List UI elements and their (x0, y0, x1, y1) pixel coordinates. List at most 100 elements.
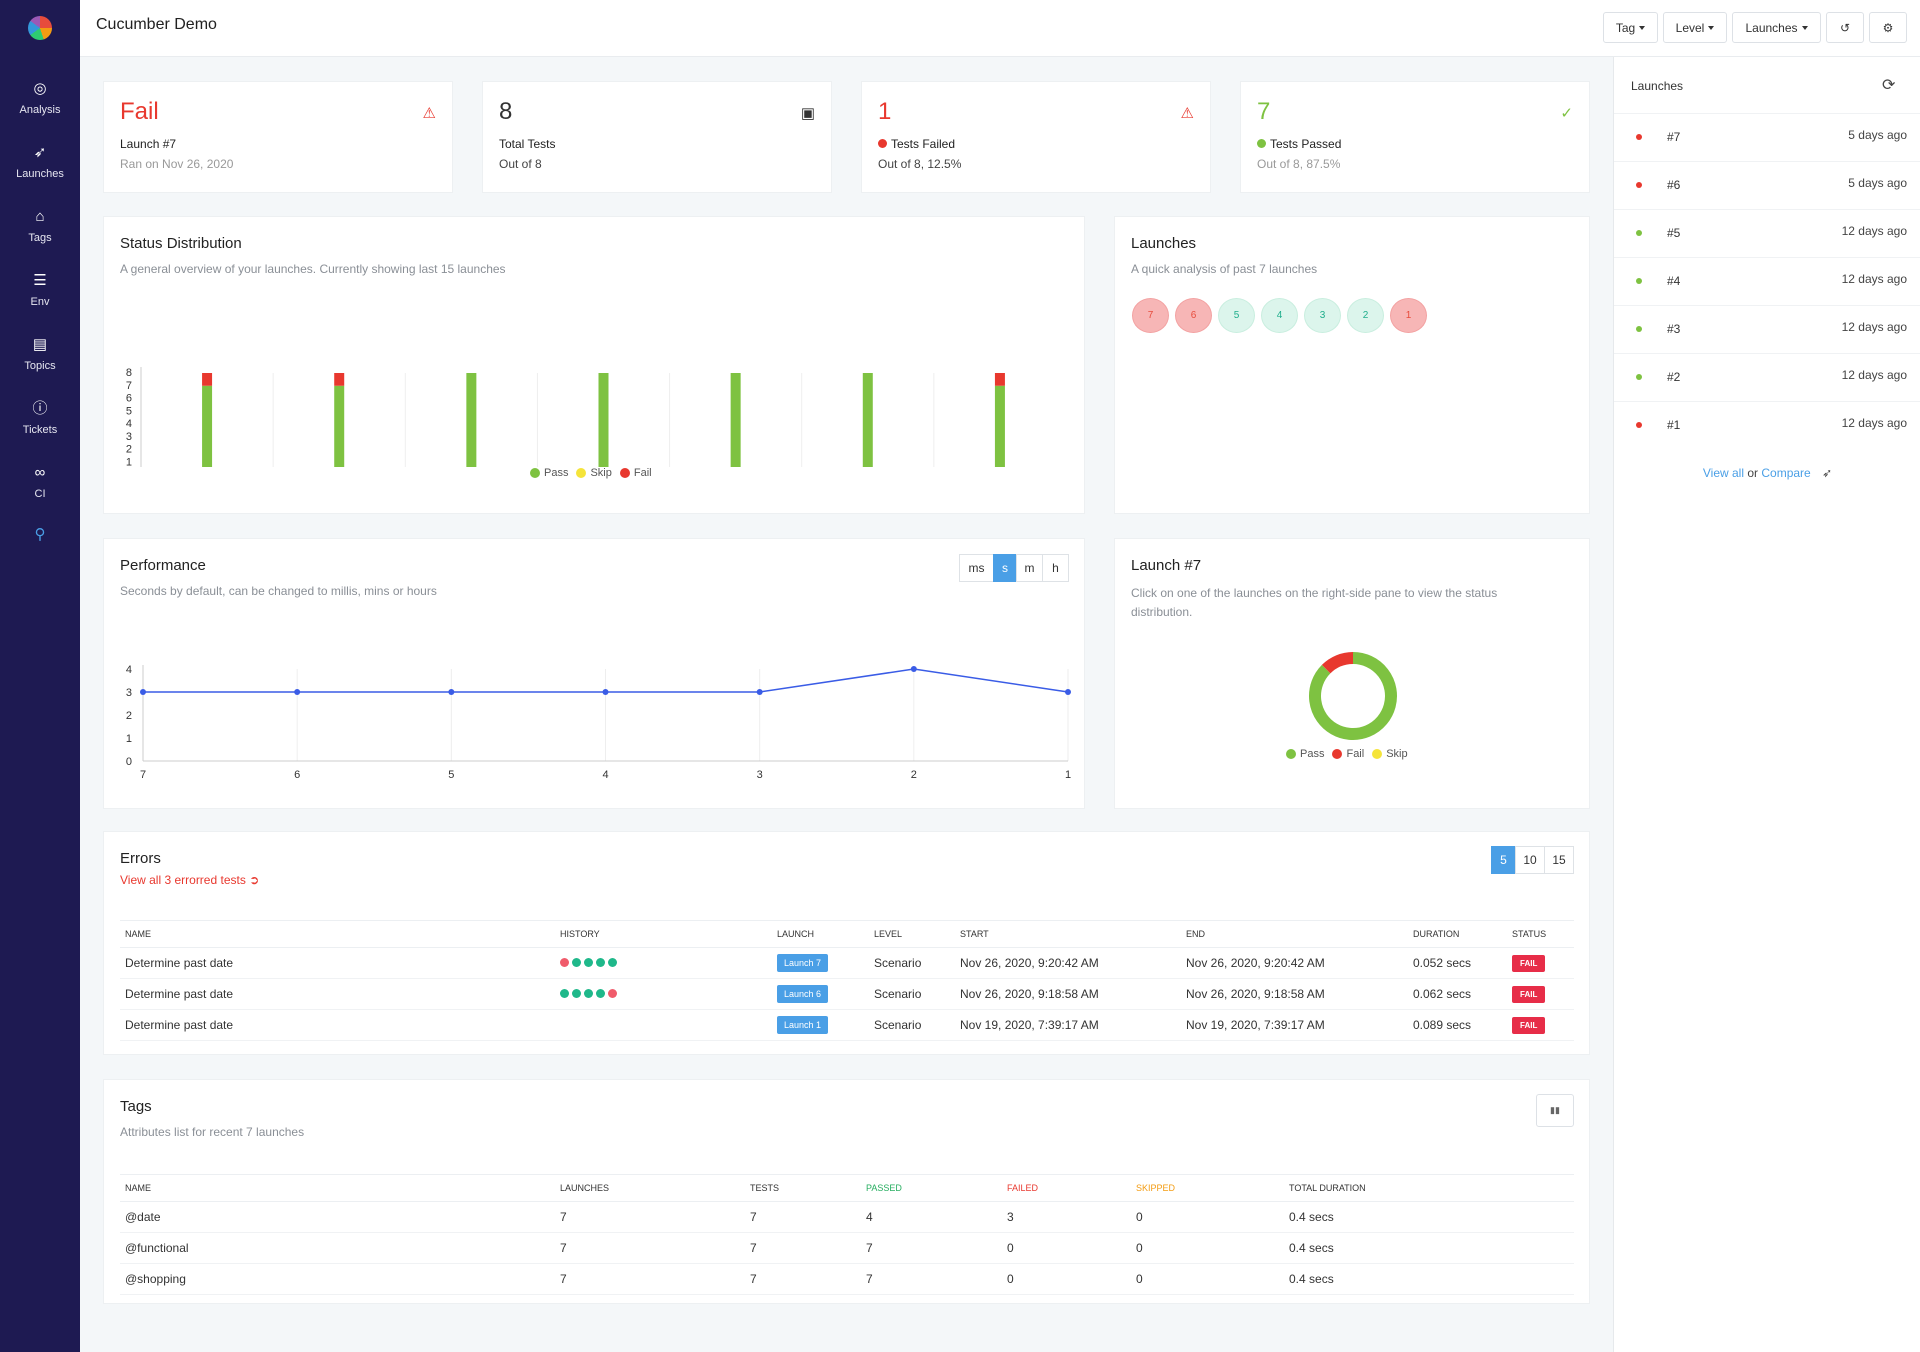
col-launch[interactable]: Launch (772, 920, 869, 948)
launch-list-item[interactable]: #6 5 days ago (1614, 161, 1920, 209)
sidebar-item-tickets[interactable]: ⓘ Tickets (0, 400, 80, 436)
settings-button[interactable]: ⚙ (1869, 12, 1907, 43)
unit-h[interactable]: h (1042, 554, 1069, 582)
view-all-launches-link[interactable]: View all (1702, 466, 1744, 480)
donut-slice-fail[interactable] (1321, 652, 1354, 674)
col-start[interactable]: Start (955, 920, 1181, 948)
launch-pill[interactable]: 3 (1304, 298, 1341, 333)
sidebar-item-tags[interactable]: ⌂ Tags (0, 208, 80, 244)
unit-m[interactable]: m (1016, 554, 1043, 582)
legend-skip[interactable]: Skip (576, 467, 612, 479)
bar-pass[interactable] (994, 385, 1005, 467)
col-name[interactable]: Name (120, 920, 555, 948)
history-dot[interactable] (572, 958, 581, 967)
donut-slice-pass[interactable] (1309, 652, 1397, 740)
col-total-duration[interactable]: Total Duration (1284, 1174, 1574, 1202)
launch-badge[interactable]: Launch 7 (777, 954, 829, 972)
performance-point[interactable] (910, 666, 917, 672)
col-launches[interactable]: Launches (555, 1174, 745, 1202)
sidebar-item-launches[interactable]: ➶ Launches (0, 144, 80, 180)
history-dot[interactable] (584, 989, 593, 998)
unit-ms[interactable]: ms (959, 554, 994, 582)
bar-pass[interactable] (202, 385, 213, 467)
legend-skip[interactable]: Skip (1372, 748, 1408, 760)
sidebar-item-env[interactable]: ☰ Env (0, 272, 80, 308)
view-all-errors-link[interactable]: View all 3 errorred tests ➲ (120, 873, 260, 887)
launch-list-item[interactable]: #1 12 days ago (1614, 401, 1920, 449)
bar-pass[interactable] (730, 373, 741, 467)
col-status[interactable]: Status (1507, 920, 1574, 948)
y-tick-label: 7 (126, 380, 132, 392)
col-skipped[interactable]: Skipped (1131, 1174, 1284, 1202)
performance-point[interactable] (448, 689, 455, 695)
history-dot[interactable] (596, 958, 605, 967)
performance-point[interactable] (140, 689, 146, 695)
history-dot[interactable] (596, 989, 605, 998)
launch-pill[interactable]: 7 (1132, 298, 1169, 333)
launch-pill[interactable]: 1 (1390, 298, 1427, 333)
col-tests[interactable]: Tests (745, 1174, 861, 1202)
history-dot[interactable] (572, 989, 581, 998)
col-passed[interactable]: Passed (861, 1174, 1002, 1202)
legend-pass[interactable]: Pass (1286, 748, 1324, 760)
page-size-10[interactable]: 10 (1515, 846, 1545, 874)
launches-dropdown[interactable]: Launches (1732, 12, 1821, 43)
history-button[interactable]: ↺ (1826, 12, 1864, 43)
history-dot[interactable] (608, 989, 617, 998)
col-duration[interactable]: Duration (1408, 920, 1507, 948)
performance-point[interactable] (756, 689, 763, 695)
table-row[interactable]: Determine past date Launch 6 Scenario Nov 2… (120, 978, 1574, 1010)
sidebar-search[interactable]: ⚲ (0, 526, 80, 550)
sidebar-item-analysis[interactable]: ◎ Analysis (0, 80, 80, 116)
performance-point[interactable] (1065, 689, 1071, 695)
history-dot[interactable] (560, 989, 569, 998)
table-row[interactable]: Determine past date Launch 7 Scenario Nov 2… (120, 947, 1574, 979)
launch-badge[interactable]: Launch 1 (777, 1016, 829, 1034)
legend-pass[interactable]: Pass (530, 467, 568, 479)
bar-pass[interactable] (334, 385, 345, 467)
unit-s[interactable]: s (993, 554, 1017, 582)
col-end[interactable]: End (1181, 920, 1408, 948)
table-row[interactable]: @date 7 7 4 3 0 0.4 secs (120, 1201, 1574, 1233)
history-dot[interactable] (608, 958, 617, 967)
table-row[interactable]: Determine past date Launch 1 Scenario Nov 1… (120, 1009, 1574, 1041)
app-logo[interactable] (28, 16, 52, 40)
col-failed[interactable]: Failed (1002, 1174, 1131, 1202)
col-level[interactable]: Level (869, 920, 955, 948)
launch-pill[interactable]: 6 (1175, 298, 1212, 333)
tag-dropdown[interactable]: Tag (1603, 12, 1658, 43)
launch-list-item[interactable]: #4 12 days ago (1614, 257, 1920, 305)
launch-list-item[interactable]: #2 12 days ago (1614, 353, 1920, 401)
bar-fail[interactable] (202, 373, 213, 386)
launch-pill[interactable]: 2 (1347, 298, 1384, 333)
tags-chart-toggle-button[interactable]: ▮▮ (1536, 1094, 1574, 1127)
status-dot (1636, 134, 1642, 140)
launch-pill[interactable]: 4 (1261, 298, 1298, 333)
legend-fail[interactable]: Fail (1332, 748, 1364, 760)
history-dot[interactable] (584, 958, 593, 967)
launch-list-item[interactable]: #7 5 days ago (1614, 113, 1920, 161)
performance-point[interactable] (294, 689, 301, 695)
bar-pass[interactable] (466, 373, 477, 467)
table-row[interactable]: @shopping 7 7 7 0 0 0.4 secs (120, 1263, 1574, 1295)
bar-pass[interactable] (598, 373, 609, 467)
performance-point[interactable] (602, 689, 609, 695)
page-size-5[interactable]: 5 (1491, 846, 1516, 874)
launch-pill[interactable]: 5 (1218, 298, 1255, 333)
sidebar-item-topics[interactable]: ▤ Topics (0, 336, 80, 372)
compare-launches-link[interactable]: Compare (1761, 466, 1811, 480)
col-name[interactable]: Name (120, 1174, 555, 1202)
history-dot[interactable] (560, 958, 569, 967)
launch-badge[interactable]: Launch 6 (777, 985, 829, 1003)
bar-fail[interactable] (334, 373, 345, 386)
launch-list-item[interactable]: #5 12 days ago (1614, 209, 1920, 257)
legend-fail[interactable]: Fail (619, 467, 652, 479)
table-row[interactable]: @functional 7 7 7 0 0 0.4 secs (120, 1232, 1574, 1264)
bar-pass[interactable] (862, 373, 873, 467)
level-dropdown[interactable]: Level (1663, 12, 1727, 43)
bar-fail[interactable] (994, 373, 1005, 386)
sidebar-item-ci[interactable]: ∞ CI (0, 464, 80, 500)
launch-list-item[interactable]: #3 12 days ago (1614, 305, 1920, 353)
refresh-icon[interactable]: ⟳ (1882, 77, 1896, 94)
page-size-15[interactable]: 15 (1544, 846, 1574, 874)
